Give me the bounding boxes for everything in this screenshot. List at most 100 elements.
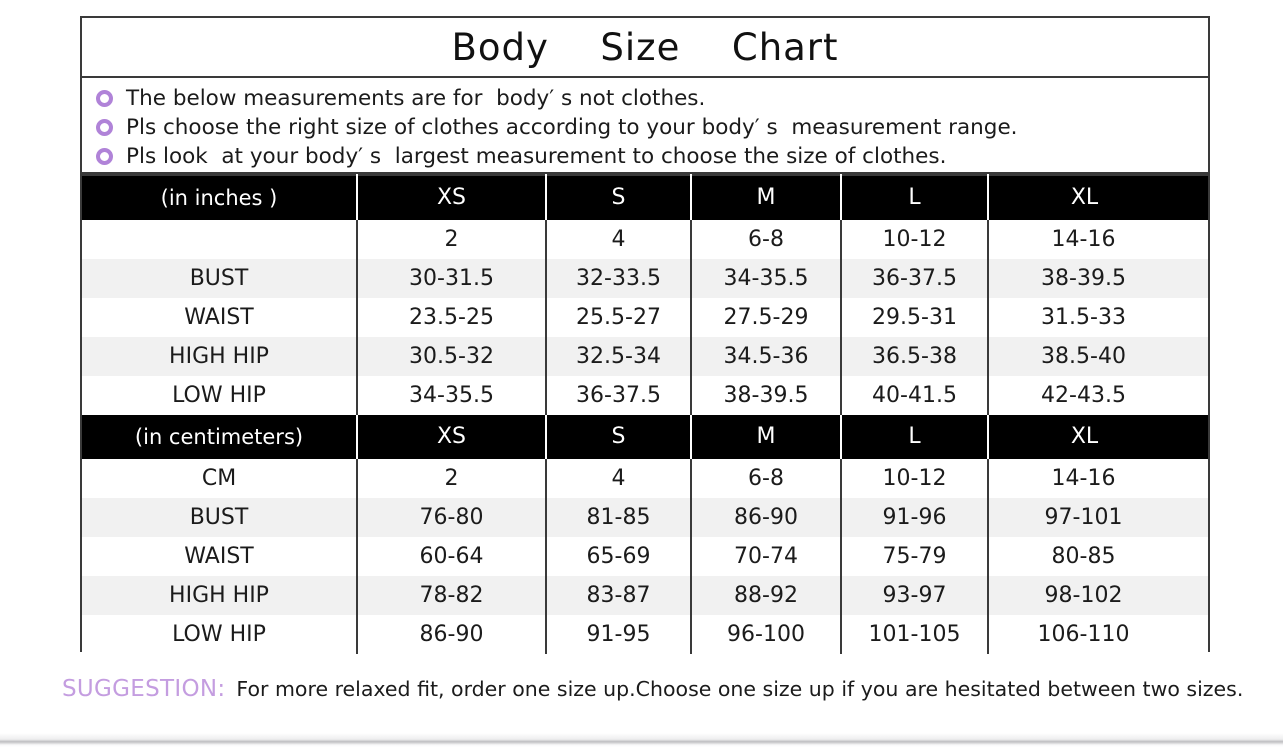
table-row: LOW HIP 86-90 91-95 96-100 101-105 106-1… [82, 615, 1208, 654]
page-title: Body Size Chart [451, 25, 839, 69]
cell-s: 81-85 [546, 498, 692, 537]
cell-l: 36.5-38 [841, 337, 989, 376]
cell-xs: 86-90 [357, 615, 547, 654]
cell-s: 83-87 [546, 576, 692, 615]
column-header-s: S [546, 174, 692, 220]
column-header-s: S [546, 415, 692, 459]
column-header-xl: XL [988, 174, 1208, 220]
cm-header-row: (in centimeters) XS S M L XL [82, 415, 1208, 459]
row-label: WAIST [82, 298, 358, 337]
cell-l: 91-96 [841, 498, 989, 537]
cell-xl: 38.5-40 [988, 337, 1208, 376]
cell-m: 6-8 [691, 220, 842, 259]
row-label: HIGH HIP [82, 576, 358, 615]
row-label: LOW HIP [82, 376, 358, 415]
cell-xl: 42-43.5 [988, 376, 1208, 415]
cell-xs: 23.5-25 [357, 298, 547, 337]
row-label: WAIST [82, 537, 358, 576]
cell-m: 34.5-36 [691, 337, 842, 376]
table-row: 2 4 6-8 10-12 14-16 [82, 220, 1208, 259]
column-header-xl: XL [988, 415, 1208, 459]
cell-l: 93-97 [841, 576, 989, 615]
measurements-table: (in inches ) XS S M L XL 2 4 6-8 10-12 1… [82, 174, 1208, 654]
row-label: HIGH HIP [82, 337, 358, 376]
table-row: CM 2 4 6-8 10-12 14-16 [82, 459, 1208, 498]
cell-m: 34-35.5 [691, 259, 842, 298]
note-text: Pls look at your body′ s largest measure… [126, 143, 947, 169]
cell-m: 88-92 [691, 576, 842, 615]
chart-title-row: Body Size Chart [82, 18, 1208, 78]
cell-xl: 97-101 [988, 498, 1208, 537]
cell-l: 10-12 [841, 220, 989, 259]
cell-m: 70-74 [691, 537, 842, 576]
cell-xl: 80-85 [988, 537, 1208, 576]
note-text: Pls choose the right size of clothes acc… [126, 114, 1018, 140]
table-row: LOW HIP 34-35.5 36-37.5 38-39.5 40-41.5 … [82, 376, 1208, 415]
inches-header-row: (in inches ) XS S M L XL [82, 174, 1208, 220]
cell-m: 86-90 [691, 498, 842, 537]
cell-s: 4 [546, 459, 692, 498]
cell-l: 75-79 [841, 537, 989, 576]
cell-l: 101-105 [841, 615, 989, 654]
row-label [82, 220, 358, 259]
table-row: WAIST 60-64 65-69 70-74 75-79 80-85 [82, 537, 1208, 576]
cell-s: 36-37.5 [546, 376, 692, 415]
cell-xs: 30.5-32 [357, 337, 547, 376]
cell-s: 32-33.5 [546, 259, 692, 298]
cell-xs: 34-35.5 [357, 376, 547, 415]
cell-l: 40-41.5 [841, 376, 989, 415]
bullet-ring-icon [96, 148, 113, 165]
cell-s: 65-69 [546, 537, 692, 576]
cell-xs: 2 [357, 459, 547, 498]
bullet-ring-icon [96, 119, 113, 136]
row-label: LOW HIP [82, 615, 358, 654]
cell-xl: 98-102 [988, 576, 1208, 615]
cell-xl: 38-39.5 [988, 259, 1208, 298]
cell-m: 27.5-29 [691, 298, 842, 337]
cell-xs: 76-80 [357, 498, 547, 537]
cell-xl: 14-16 [988, 459, 1208, 498]
row-label: CM [82, 459, 358, 498]
inches-unit-label: (in inches ) [82, 174, 358, 220]
cell-s: 25.5-27 [546, 298, 692, 337]
cm-unit-label: (in centimeters) [82, 415, 358, 459]
bullet-ring-icon [96, 90, 113, 107]
cell-l: 10-12 [841, 459, 989, 498]
column-header-l: L [841, 415, 989, 459]
cell-m: 38-39.5 [691, 376, 842, 415]
suggestion-text: For more relaxed fit, order one size up.… [236, 677, 1244, 701]
table-row: WAIST 23.5-25 25.5-27 27.5-29 29.5-31 31… [82, 298, 1208, 337]
table-row: BUST 76-80 81-85 86-90 91-96 97-101 [82, 498, 1208, 537]
cell-m: 96-100 [691, 615, 842, 654]
cell-s: 32.5-34 [546, 337, 692, 376]
note-item: Pls look at your body′ s largest measure… [94, 142, 1208, 171]
note-item: The below measurements are for body′ s n… [94, 84, 1208, 113]
notes-block: The below measurements are for body′ s n… [82, 78, 1208, 174]
row-label: BUST [82, 498, 358, 537]
suggestion-label: SUGGESTION: [62, 676, 226, 702]
row-label: BUST [82, 259, 358, 298]
suggestion-footer: SUGGESTION: For more relaxed fit, order … [62, 676, 1243, 702]
cell-s: 91-95 [546, 615, 692, 654]
cell-l: 36-37.5 [841, 259, 989, 298]
column-header-xs: XS [357, 415, 547, 459]
column-header-xs: XS [357, 174, 547, 220]
size-chart-frame: Body Size Chart The below measurements a… [80, 16, 1210, 654]
bottom-shadow-band [0, 733, 1283, 747]
table-row: BUST 30-31.5 32-33.5 34-35.5 36-37.5 38-… [82, 259, 1208, 298]
cell-m: 6-8 [691, 459, 842, 498]
cell-xs: 60-64 [357, 537, 547, 576]
cell-xl: 106-110 [988, 615, 1208, 654]
cell-l: 29.5-31 [841, 298, 989, 337]
cell-xl: 31.5-33 [988, 298, 1208, 337]
column-header-m: M [691, 174, 842, 220]
cell-xs: 2 [357, 220, 547, 259]
cell-s: 4 [546, 220, 692, 259]
column-header-l: L [841, 174, 989, 220]
note-item: Pls choose the right size of clothes acc… [94, 113, 1208, 142]
cell-xs: 78-82 [357, 576, 547, 615]
note-text: The below measurements are for body′ s n… [126, 85, 706, 111]
table-row: HIGH HIP 30.5-32 32.5-34 34.5-36 36.5-38… [82, 337, 1208, 376]
column-header-m: M [691, 415, 842, 459]
